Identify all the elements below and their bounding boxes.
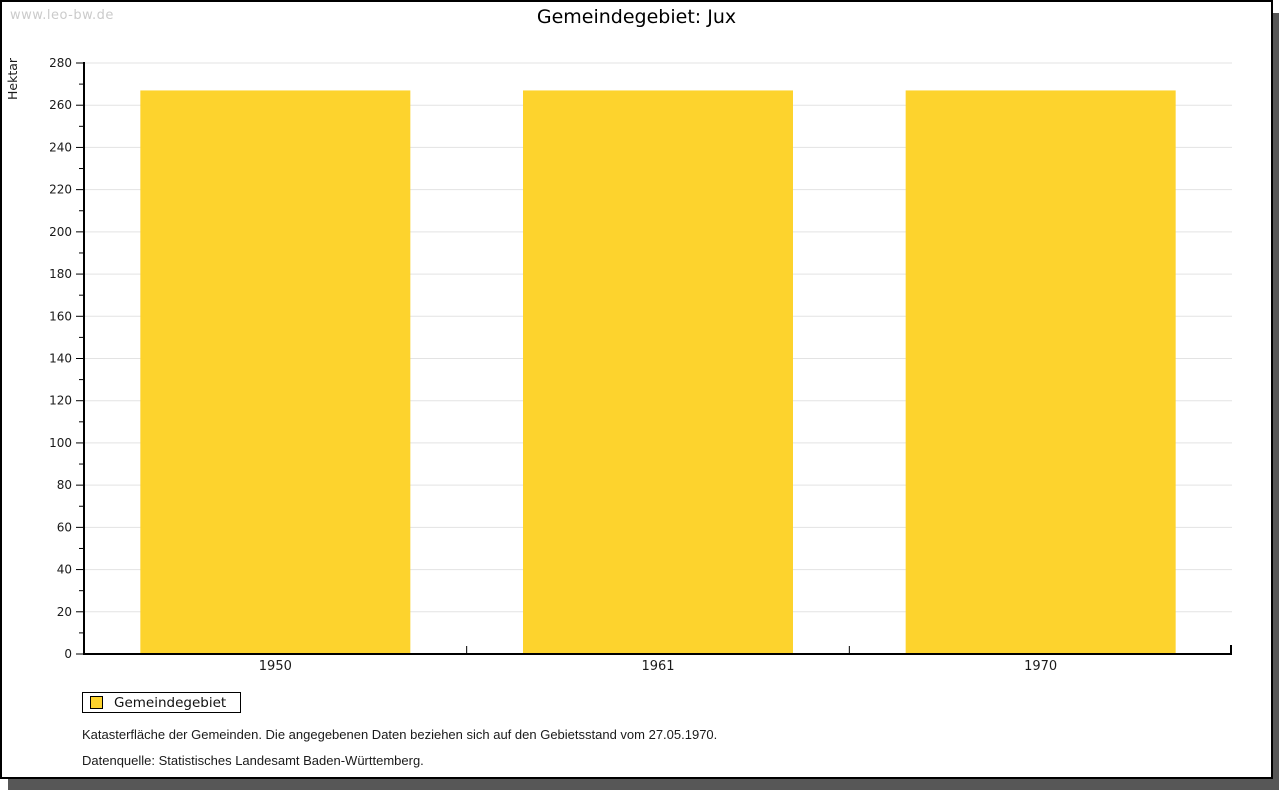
y-tick-label: 220 bbox=[49, 183, 72, 197]
y-tick-label: 160 bbox=[49, 309, 72, 323]
legend: Gemeindegebiet bbox=[82, 692, 242, 713]
y-tick-label: 280 bbox=[49, 56, 72, 70]
x-tick-label-1970: 1970 bbox=[1024, 659, 1057, 674]
x-tick-label-1950: 1950 bbox=[259, 659, 292, 674]
bar-chart: 0 20 40 60 80 100 120 140 160 180 200 220 240 260 280 1… bbox=[5, 56, 1232, 674]
footnote-line2: Datenquelle: Statistisches Landesamt Bad… bbox=[82, 753, 424, 768]
legend-color-swatch bbox=[90, 696, 103, 709]
y-tick-label: 140 bbox=[49, 352, 72, 366]
chart-title: Gemeindegebiet: Jux bbox=[536, 6, 737, 28]
y-tick-label: 0 bbox=[64, 647, 72, 661]
y-tick-label: 240 bbox=[49, 140, 72, 154]
y-tick-label: 120 bbox=[49, 394, 72, 408]
bar-1950 bbox=[140, 90, 411, 655]
y-tick-label: 80 bbox=[57, 478, 72, 492]
y-tick-label: 100 bbox=[49, 436, 72, 450]
bar-1970 bbox=[905, 90, 1176, 655]
y-tick-label: 180 bbox=[49, 267, 72, 281]
y-tick-label: 200 bbox=[49, 225, 72, 239]
y-tick-label: 260 bbox=[49, 98, 72, 112]
y-tick-label: 20 bbox=[57, 605, 72, 619]
y-tick-label: 40 bbox=[57, 563, 72, 577]
legend-label: Gemeindegebiet bbox=[114, 694, 227, 711]
y-axis-title: Hektar bbox=[5, 57, 20, 100]
watermark: www.leo-bw.de bbox=[10, 8, 114, 23]
bar-1961 bbox=[523, 90, 793, 655]
y-tick-label: 60 bbox=[57, 520, 72, 534]
x-tick-label-1961: 1961 bbox=[641, 659, 674, 674]
footnote-line1: Katasterfläche der Gemeinden. Die angege… bbox=[82, 727, 718, 742]
chart-panel: www.leo-bw.de Gemeindegebiet: Jux 0 20 40 6… bbox=[0, 0, 1273, 779]
